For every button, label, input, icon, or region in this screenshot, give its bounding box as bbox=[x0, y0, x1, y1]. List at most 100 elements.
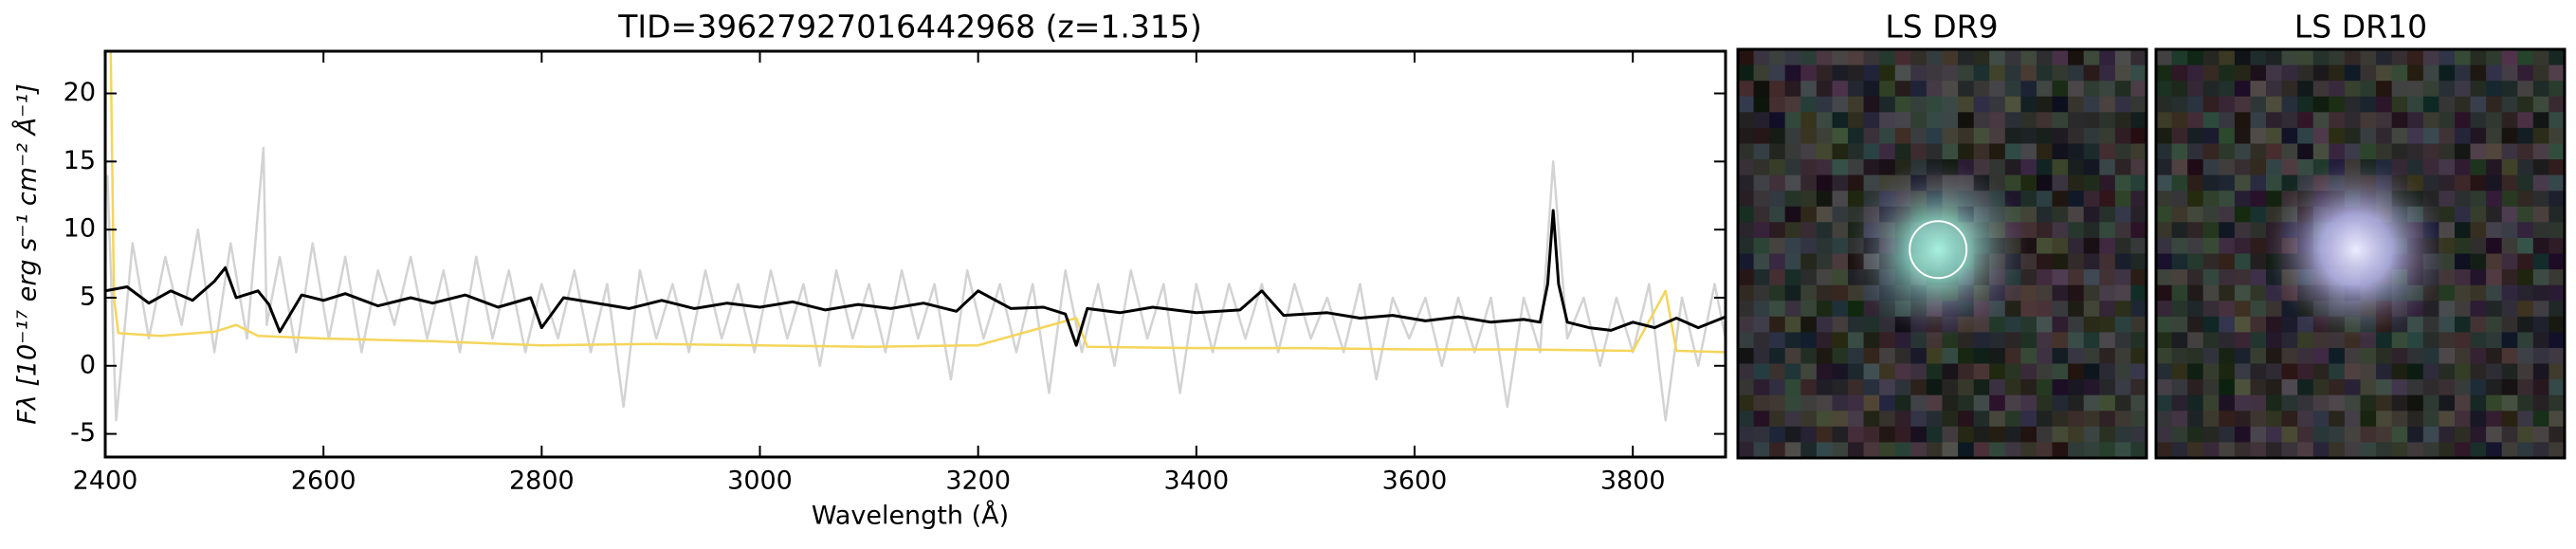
cutout-pixel bbox=[2455, 237, 2472, 254]
cutout-pixel bbox=[2114, 237, 2131, 254]
cutout-pixel bbox=[2130, 112, 2147, 129]
cutout-pixel bbox=[2517, 332, 2534, 349]
cutout-pixel bbox=[2517, 269, 2534, 286]
cutout-pixel bbox=[2391, 379, 2408, 396]
cutout-pixel bbox=[1816, 174, 1833, 192]
cutout-pixel bbox=[1769, 301, 1786, 318]
cutout-pixel bbox=[2329, 81, 2346, 98]
cutout-pixel bbox=[2407, 64, 2424, 82]
cutout-pixel bbox=[2234, 316, 2251, 333]
cutout-pixel bbox=[2250, 127, 2267, 144]
cutout-pixel bbox=[2455, 348, 2472, 365]
cutout-pixel bbox=[1816, 96, 1833, 113]
cutout-pixel bbox=[2532, 301, 2549, 318]
cutout-pixel bbox=[2202, 222, 2220, 239]
cutout-pixel bbox=[2068, 64, 2085, 82]
cutout-pixel bbox=[2202, 191, 2220, 208]
cutout-pixel bbox=[2422, 379, 2439, 396]
cutout-pixel bbox=[1769, 112, 1786, 129]
cutout-pixel bbox=[2455, 426, 2472, 443]
cutout-pixel bbox=[2004, 394, 2021, 412]
cutout-pixel bbox=[1816, 81, 1833, 98]
cutout-pixel bbox=[2020, 442, 2037, 459]
cutout-pixel bbox=[1800, 222, 1818, 239]
cutout-pixel bbox=[2501, 174, 2518, 192]
cutout-pixel bbox=[2037, 127, 2054, 144]
cutout-pixel bbox=[2219, 332, 2236, 349]
cutout-pixel bbox=[2266, 363, 2283, 380]
x-tick-label: 3000 bbox=[727, 467, 793, 496]
cutout-pixel bbox=[2171, 442, 2188, 459]
cutout-pixel bbox=[1973, 127, 1990, 144]
cutout-pixel bbox=[2171, 301, 2188, 318]
cutout-pixel bbox=[2156, 253, 2173, 270]
cutout-pixel bbox=[1989, 96, 2006, 113]
cutout-pixel bbox=[1848, 191, 1865, 208]
cutout-pixel bbox=[2486, 174, 2503, 192]
cutout-pixel bbox=[2391, 411, 2408, 428]
cutout-pixel bbox=[1926, 426, 1943, 443]
y-tick-label: -5 bbox=[70, 418, 96, 448]
cutout-pixel bbox=[2187, 143, 2204, 160]
cutout-pixel bbox=[2455, 253, 2472, 270]
cutout-pixel bbox=[2187, 96, 2204, 113]
cutout-pixel bbox=[1863, 332, 1880, 349]
panel-title: LS DR10 bbox=[2294, 9, 2427, 46]
cutout-pixel bbox=[1816, 348, 1833, 365]
cutout-pixel bbox=[1753, 127, 1770, 144]
cutout-pixel bbox=[2501, 81, 2518, 98]
cutout-pixel bbox=[2532, 269, 2549, 286]
cutout-pixel bbox=[1784, 64, 1801, 82]
cutout-pixel bbox=[1926, 49, 1943, 66]
y-axis-label: Fλ [10⁻¹⁷ erg s⁻¹ cm⁻² Å⁻¹] bbox=[12, 83, 43, 425]
cutout-pixel bbox=[2099, 237, 2116, 254]
cutout-pixel bbox=[1973, 348, 1990, 365]
cutout-pixel bbox=[2114, 269, 2131, 286]
cutout-pixel bbox=[1769, 143, 1786, 160]
cutout-pixel bbox=[1784, 206, 1801, 223]
cutout-pixel bbox=[2532, 394, 2549, 412]
cutout-pixel bbox=[1753, 174, 1770, 192]
cutout-pixel bbox=[1863, 159, 1880, 176]
cutout-pixel bbox=[2517, 81, 2534, 98]
cutout-pixel bbox=[1784, 222, 1801, 239]
cutout-pixel bbox=[2486, 411, 2503, 428]
cutout-pixel bbox=[1894, 81, 1911, 98]
cutout-pixel bbox=[2407, 442, 2424, 459]
cutout-pixel bbox=[1800, 394, 1818, 412]
cutout-pixel bbox=[2266, 301, 2283, 318]
cutout-pixel bbox=[1738, 301, 1755, 318]
cutout-pixel bbox=[2501, 316, 2518, 333]
cutout-pixel bbox=[1769, 127, 1786, 144]
cutout-pixel bbox=[2171, 411, 2188, 428]
cutout-pixel bbox=[1848, 112, 1865, 129]
cutout-pixel bbox=[1832, 206, 1849, 223]
cutout-pixel bbox=[2422, 112, 2439, 129]
cutout-pixel bbox=[1784, 174, 1801, 192]
cutout-pixel bbox=[2549, 348, 2566, 365]
cutout-pixel bbox=[2329, 64, 2346, 82]
cutout-pixel bbox=[2068, 96, 2085, 113]
cutout-pixel bbox=[2329, 411, 2346, 428]
cutout-pixel bbox=[2052, 112, 2069, 129]
cutout-pixel bbox=[2037, 191, 2054, 208]
cutout-pixel bbox=[1832, 363, 1849, 380]
cutout-pixel bbox=[1738, 191, 1755, 208]
cutout-pixel bbox=[1738, 394, 1755, 412]
cutout-pixel bbox=[2068, 206, 2085, 223]
cutout-pixel bbox=[2020, 301, 2037, 318]
cutout-pixel bbox=[2470, 316, 2487, 333]
cutout-pixel bbox=[1848, 159, 1865, 176]
cutout-pixel bbox=[2052, 442, 2069, 459]
cutout-pixel bbox=[2297, 332, 2314, 349]
cutout-pixel bbox=[2281, 127, 2298, 144]
cutout-pixel bbox=[1910, 112, 1927, 129]
cutout-pixel bbox=[2549, 49, 2566, 66]
cutout-pixel bbox=[1848, 143, 1865, 160]
cutout-pixel bbox=[2156, 159, 2173, 176]
cutout-pixel bbox=[1973, 81, 1990, 98]
cutout-pixel bbox=[2376, 81, 2393, 98]
cutout-pixel bbox=[1894, 127, 1911, 144]
cutout-pixel bbox=[1832, 96, 1849, 113]
cutout-pixel bbox=[2470, 127, 2487, 144]
